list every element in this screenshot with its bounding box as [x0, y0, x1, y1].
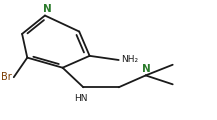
Text: Br: Br: [1, 72, 12, 82]
Text: N: N: [43, 4, 51, 14]
Text: HN: HN: [74, 94, 88, 103]
Text: N: N: [142, 64, 151, 74]
Text: NH₂: NH₂: [121, 55, 138, 64]
